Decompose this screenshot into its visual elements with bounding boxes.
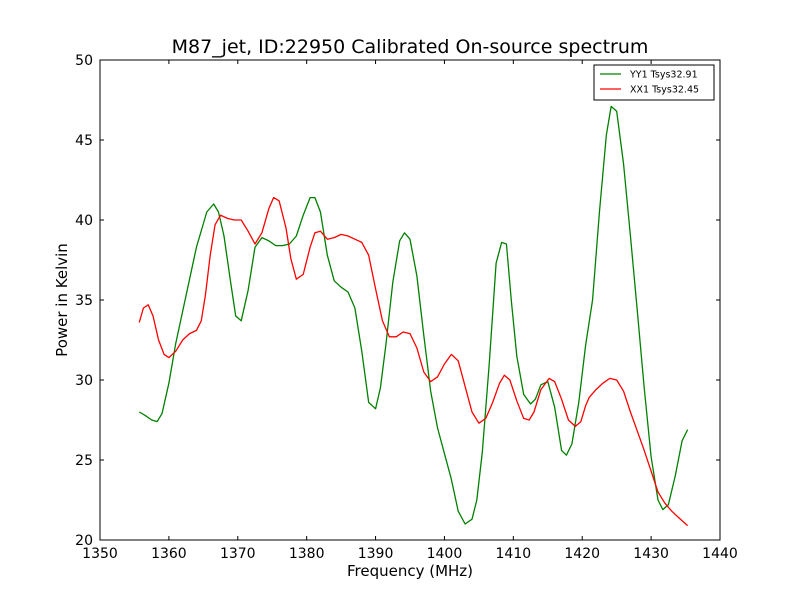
x-tick-label: 1430 (633, 546, 669, 562)
series-line-xx1 (138, 196, 689, 527)
x-tick-label: 1440 (702, 546, 738, 562)
y-tick-label: 30 (75, 373, 93, 389)
series-line-yy1 (138, 105, 689, 525)
x-tick-label: 1390 (358, 546, 394, 562)
legend: YY1 Tsys32.91 XX1 Tsys32.45 (593, 64, 715, 101)
legend-label-yy1: YY1 Tsys32.91 (629, 70, 698, 81)
y-tick-label: 40 (75, 213, 93, 229)
x-tick-label: 1370 (220, 546, 256, 562)
y-axis-label: Power in Kelvin (53, 243, 71, 357)
chart-title: M87_jet, ID:22950 Calibrated On-source s… (172, 36, 649, 58)
y-tick-label: 45 (75, 133, 93, 149)
y-tick-label: 50 (75, 53, 93, 69)
y-tick-label: 35 (75, 293, 93, 309)
x-tick-label: 1410 (496, 546, 532, 562)
legend-label-xx1: XX1 Tsys32.45 (630, 85, 699, 96)
x-tick-label: 1400 (427, 546, 463, 562)
y-tick-label: 20 (75, 533, 93, 549)
x-axis-label: Frequency (MHz) (347, 562, 473, 580)
axis-ticks: 1350 1360 1370 1380 1390 1400 1410 1420 1430 1440… (75, 53, 738, 562)
x-tick-label: 1350 (82, 546, 118, 562)
plot-area (138, 105, 689, 527)
x-tick-label: 1380 (289, 546, 325, 562)
x-tick-label: 1420 (564, 546, 600, 562)
legend-box (593, 64, 715, 101)
y-tick-label: 25 (75, 453, 93, 469)
x-tick-label: 1360 (151, 546, 187, 562)
